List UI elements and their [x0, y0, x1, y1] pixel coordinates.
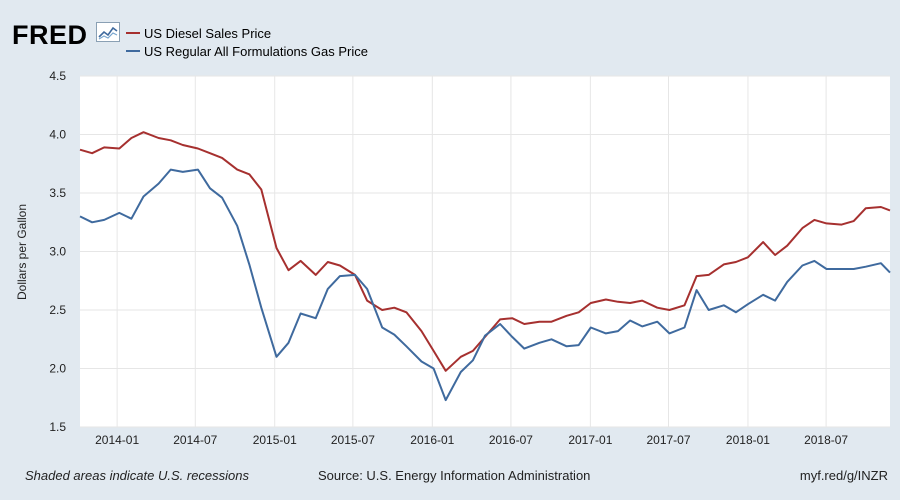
chart-header: FRED US Diesel Sales Price US Regular Al… [0, 0, 900, 62]
chart-line-icon [96, 22, 120, 42]
y-tick-label: 2.0 [49, 362, 66, 376]
legend-label-diesel: US Diesel Sales Price [144, 25, 272, 41]
x-tick-label: 2017-01 [568, 433, 612, 447]
x-tick-label: 2017-07 [646, 433, 690, 447]
legend-item-gas[interactable]: US Regular All Formulations Gas Price [126, 42, 368, 60]
y-tick-label: 3.5 [49, 186, 66, 200]
y-tick-label: 4.5 [49, 69, 66, 83]
y-axis: 1.5 2.0 2.5 3.0 3.5 4.0 4.5 [49, 69, 66, 434]
y-tick-label: 4.0 [49, 128, 66, 142]
chart-footer: Shaded areas indicate U.S. recessions So… [0, 466, 900, 488]
x-tick-label: 2016-07 [489, 433, 533, 447]
legend-label-gas: US Regular All Formulations Gas Price [144, 43, 368, 59]
legend-swatch-diesel [126, 32, 140, 34]
legend-swatch-gas [126, 50, 140, 52]
recession-note: Shaded areas indicate U.S. recessions [25, 468, 250, 483]
series-layer [79, 131, 891, 402]
legend-item-diesel[interactable]: US Diesel Sales Price [126, 24, 368, 42]
x-tick-label: 2015-07 [331, 433, 375, 447]
series-line-gas[interactable] [79, 168, 891, 402]
x-axis: 2014-01 2014-07 2015-01 2015-07 2016-01 2016-… [95, 433, 848, 447]
x-tick-label: 2018-01 [726, 433, 770, 447]
y-tick-label: 1.5 [49, 420, 66, 434]
y-tick-label: 2.5 [49, 303, 66, 317]
source-note: Source: U.S. Energy Information Administ… [318, 468, 591, 483]
y-tick-label: 3.0 [49, 245, 66, 259]
x-tick-label: 2014-07 [173, 433, 217, 447]
line-chart: 1.5 2.0 2.5 3.0 3.5 4.0 4.5 2014-01 2014-07 2015… [15, 69, 891, 447]
x-tick-label: 2018-07 [804, 433, 848, 447]
x-tick-label: 2014-01 [95, 433, 139, 447]
chart-legend: US Diesel Sales Price US Regular All For… [126, 24, 368, 60]
x-tick-label: 2016-01 [410, 433, 454, 447]
short-link[interactable]: myf.red/g/INZR [799, 468, 888, 483]
y-axis-label: Dollars per Gallon [15, 204, 29, 300]
x-tick-label: 2015-01 [253, 433, 297, 447]
fred-logo[interactable]: FRED [12, 20, 88, 50]
